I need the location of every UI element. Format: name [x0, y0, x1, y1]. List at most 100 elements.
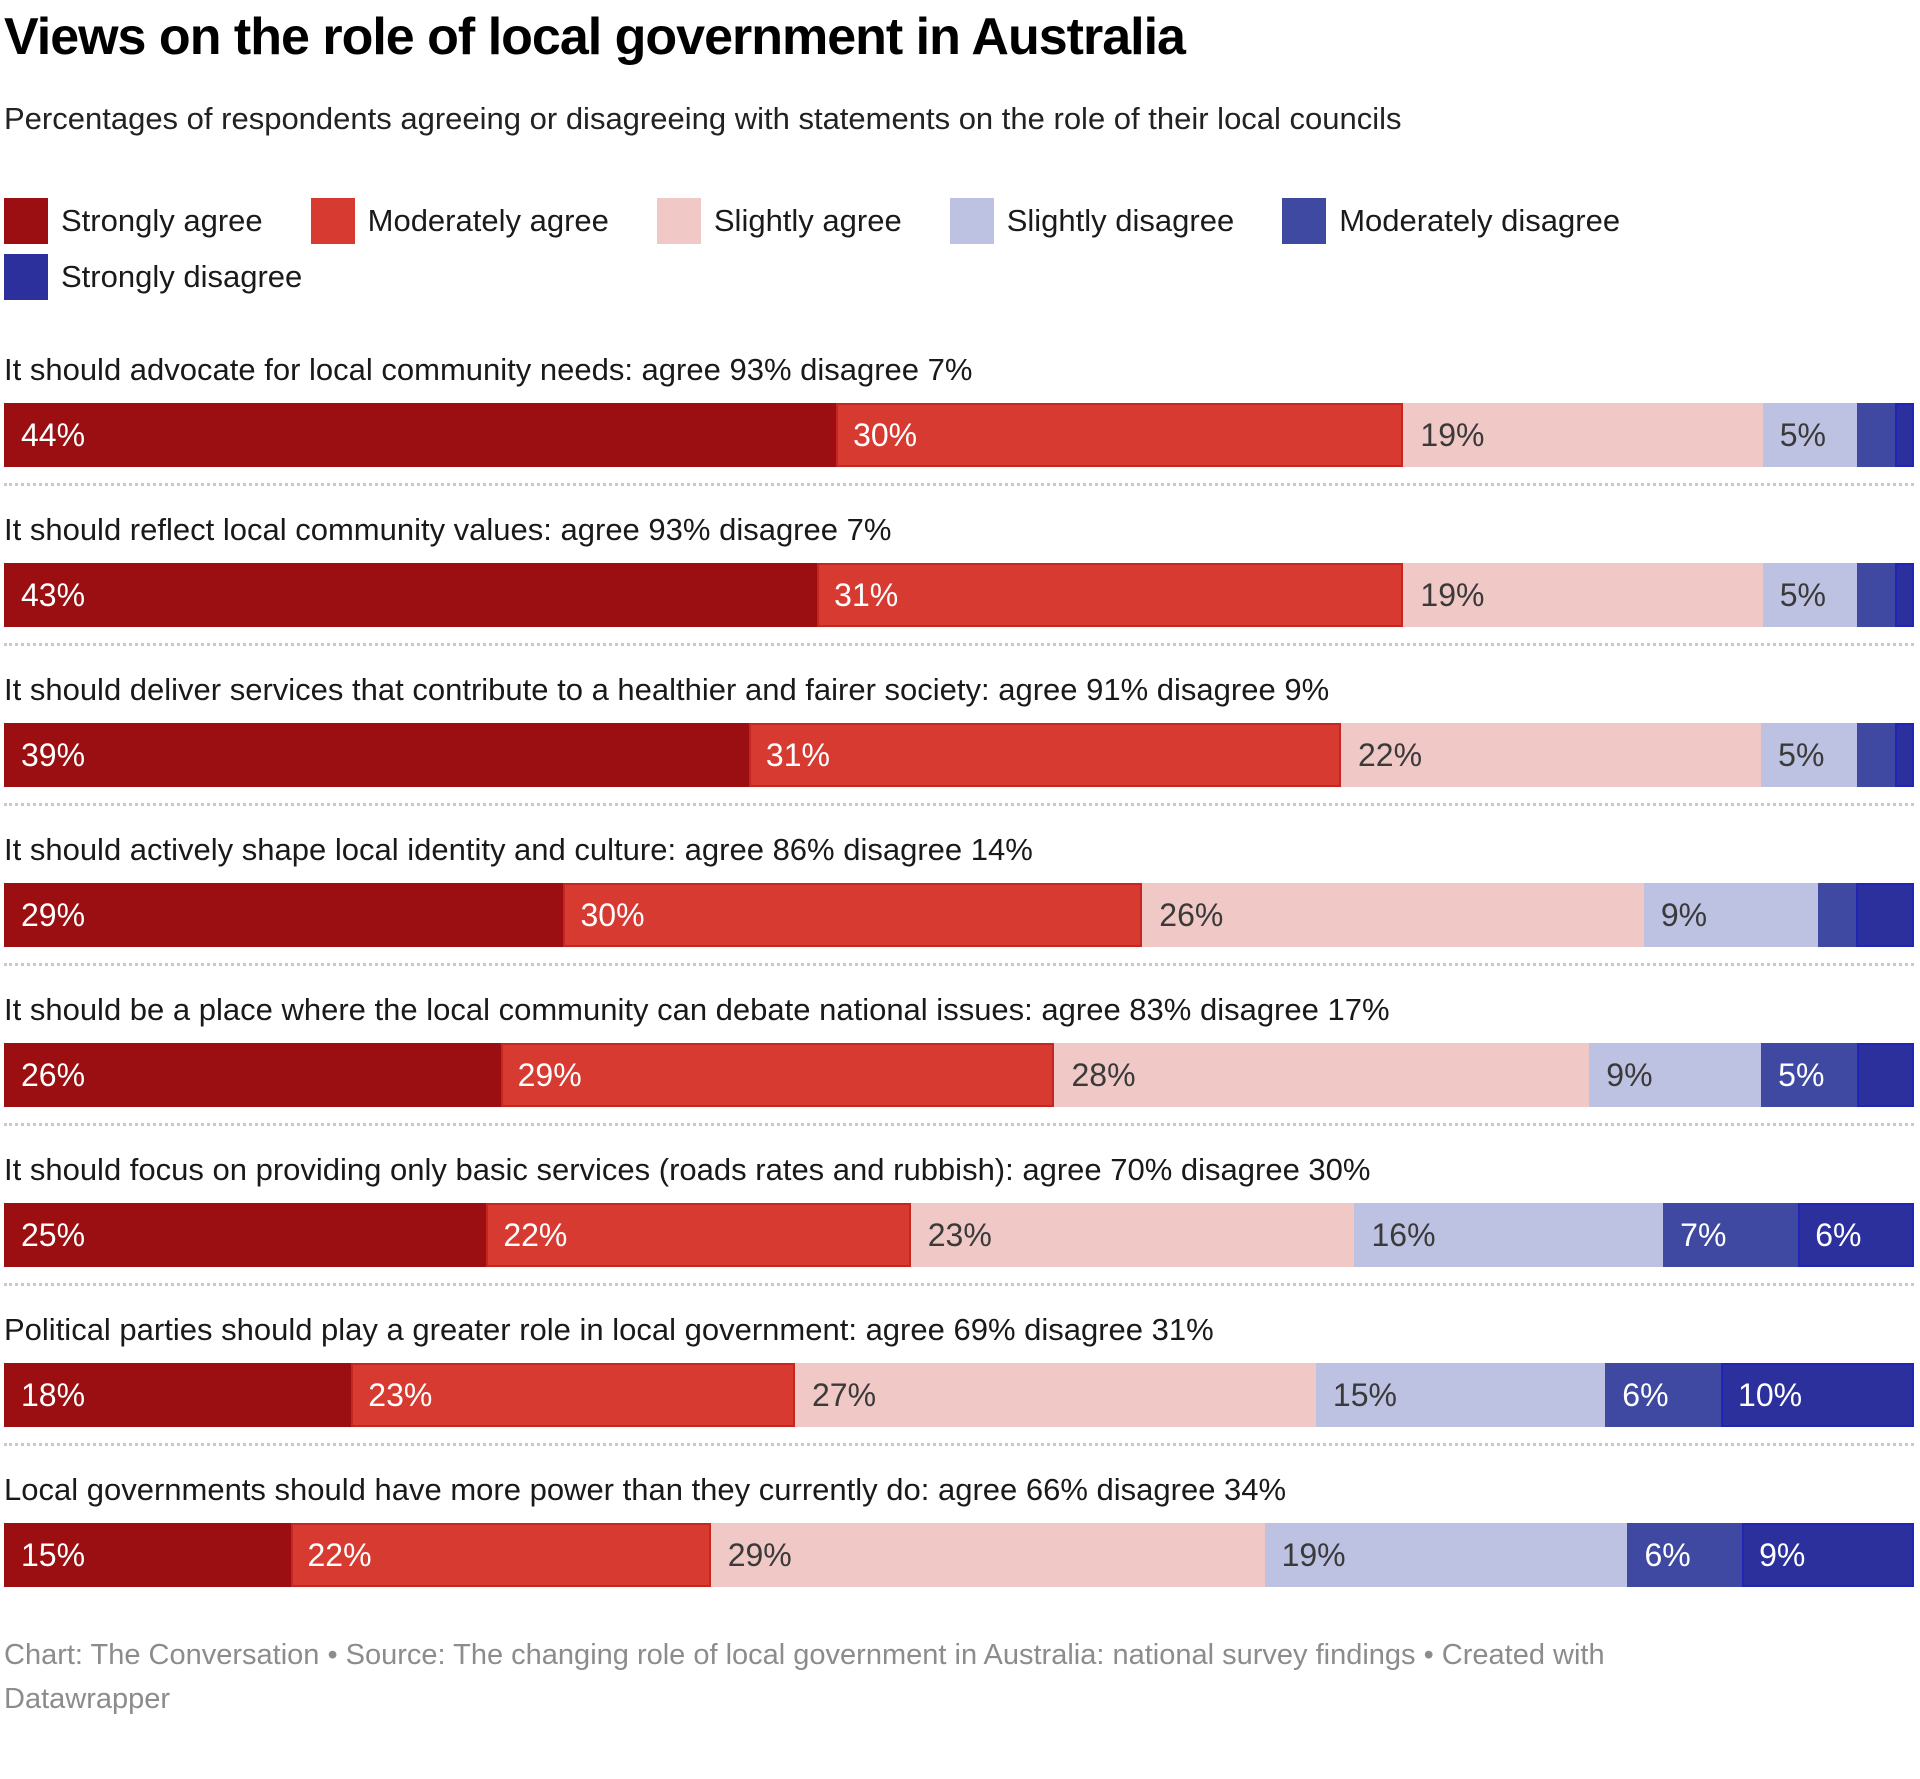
legend-swatch [310, 198, 355, 244]
rows: It should advocate for local community n… [4, 350, 1914, 1587]
bar-segment-moderately-disagree[interactable]: 5% [1761, 1043, 1857, 1107]
statement-row: It should deliver services that contribu… [4, 670, 1914, 806]
bar-segment-moderately-agree[interactable]: 23% [351, 1363, 795, 1427]
segment-value-label: 16% [1371, 1216, 1436, 1253]
segment-value-label: 22% [503, 1216, 568, 1253]
bar-segment-slightly-disagree[interactable]: 19% [1264, 1523, 1628, 1587]
bar-segment-moderately-disagree[interactable]: 7% [1663, 1203, 1799, 1267]
segment-value-label: 22% [307, 1536, 372, 1573]
bar-segment-moderately-agree[interactable]: 22% [486, 1203, 911, 1267]
segment-value-label: 10% [1738, 1376, 1803, 1413]
bar-segment-slightly-agree[interactable]: 29% [710, 1523, 1265, 1587]
bar-segment-strongly-disagree[interactable]: 9% [1742, 1523, 1914, 1587]
bar-segment-strongly-agree[interactable]: 26% [4, 1043, 501, 1107]
legend-label: Moderately disagree [1339, 203, 1621, 238]
bar-segment-moderately-agree[interactable]: 30% [836, 403, 1404, 467]
chart: Views on the role of local government in… [4, 0, 1914, 1721]
bar-segment-strongly-agree[interactable]: 43% [4, 563, 818, 627]
segment-value-label: 39% [21, 736, 86, 773]
segment-value-label: 5% [1778, 1056, 1825, 1093]
segment-value-label: 5% [1779, 416, 1826, 453]
segment-value-label: 6% [1622, 1376, 1669, 1413]
bar-segment-moderately-agree[interactable]: 31% [748, 723, 1341, 787]
bar-segment-slightly-agree[interactable]: 19% [1403, 403, 1763, 467]
segment-value-label: 6% [1815, 1216, 1862, 1253]
bar-segment-slightly-disagree[interactable]: 9% [1589, 1043, 1762, 1107]
bar-segment-strongly-disagree[interactable] [1856, 883, 1914, 947]
bar-segment-slightly-disagree[interactable]: 5% [1761, 723, 1857, 787]
stacked-bar: 18% 23% 27% 15% 6% 10% [4, 1363, 1914, 1427]
bar-segment-strongly-disagree[interactable] [1856, 1043, 1914, 1107]
segment-value-label: 28% [1071, 1056, 1136, 1093]
statement-label: Local governments should have more power… [4, 1472, 1287, 1507]
legend-label: Strongly agree [61, 203, 263, 238]
bar-segment-slightly-disagree[interactable]: 5% [1762, 403, 1858, 467]
bar-segment-moderately-agree[interactable]: 30% [563, 883, 1143, 947]
segment-value-label: 26% [21, 1056, 86, 1093]
bar-segment-strongly-disagree[interactable]: 10% [1721, 1363, 1914, 1427]
bar-segment-moderately-agree[interactable]: 31% [817, 563, 1404, 627]
bar-segment-strongly-disagree[interactable] [1895, 563, 1914, 627]
bar-segment-moderately-disagree[interactable] [1817, 883, 1857, 947]
statement-row: It should reflect local community values… [4, 510, 1914, 646]
stacked-bar: 44% 30% 19% 5% [4, 403, 1914, 467]
segment-value-label: 30% [853, 416, 918, 453]
stacked-bar: 15% 22% 29% 19% 6% 9% [4, 1523, 1914, 1587]
statement-label: Political parties should play a greater … [4, 1312, 1214, 1347]
legend: Strongly agree Moderately agree Slightly a… [4, 198, 1914, 300]
segment-value-label: 15% [1332, 1376, 1397, 1413]
bar-segment-strongly-agree[interactable]: 39% [4, 723, 749, 787]
segment-value-label: 9% [1606, 1056, 1653, 1093]
segment-value-label: 18% [21, 1376, 86, 1413]
bar-segment-moderately-disagree[interactable]: 6% [1605, 1363, 1722, 1427]
bar-segment-moderately-disagree[interactable] [1857, 403, 1896, 467]
segment-value-label: 29% [21, 896, 86, 933]
bar-segment-slightly-agree[interactable]: 19% [1403, 563, 1763, 627]
statement-label: It should actively shape local identity … [4, 832, 1033, 867]
bar-segment-slightly-agree[interactable]: 26% [1142, 883, 1644, 947]
bar-segment-slightly-disagree[interactable]: 15% [1315, 1363, 1606, 1427]
segment-value-label: 7% [1680, 1216, 1727, 1253]
bar-segment-moderately-agree[interactable]: 22% [290, 1523, 711, 1587]
segment-value-label: 27% [812, 1376, 877, 1413]
statement-row: Local governments should have more power… [4, 1470, 1914, 1587]
statement-row: It should advocate for local community n… [4, 350, 1914, 486]
segment-value-label: 25% [21, 1216, 86, 1253]
page-subtitle: Percentages of respondents agreeing or d… [4, 101, 1402, 136]
legend-item: Strongly disagree [4, 254, 302, 300]
bar-segment-moderately-disagree[interactable] [1856, 723, 1895, 787]
segment-value-label: 5% [1778, 736, 1825, 773]
bar-segment-strongly-agree[interactable]: 18% [4, 1363, 352, 1427]
bar-segment-slightly-disagree[interactable]: 5% [1762, 563, 1858, 627]
bar-segment-strongly-agree[interactable]: 25% [4, 1203, 487, 1267]
segment-value-label: 29% [517, 1056, 582, 1093]
bar-segment-moderately-disagree[interactable] [1857, 563, 1896, 627]
bar-segment-moderately-agree[interactable]: 29% [500, 1043, 1055, 1107]
bar-segment-strongly-disagree[interactable] [1894, 723, 1914, 787]
statement-row: It should actively shape local identity … [4, 830, 1914, 966]
bar-segment-strongly-disagree[interactable]: 6% [1798, 1203, 1914, 1267]
chart-footer: Chart: The Conversation • Source: The ch… [4, 1639, 1605, 1715]
page-title: Views on the role of local government in… [4, 8, 1186, 66]
bar-segment-slightly-disagree[interactable]: 9% [1643, 883, 1818, 947]
bar-segment-strongly-agree[interactable]: 15% [4, 1523, 291, 1587]
bar-segment-slightly-agree[interactable]: 27% [795, 1363, 1316, 1427]
bar-segment-strongly-agree[interactable]: 29% [4, 883, 564, 947]
legend-swatch [4, 254, 48, 300]
segment-value-label: 31% [765, 736, 830, 773]
segment-value-label: 19% [1420, 576, 1485, 613]
bar-segment-strongly-agree[interactable]: 44% [4, 403, 837, 467]
bar-segment-slightly-agree[interactable]: 23% [910, 1203, 1355, 1267]
bar-segment-slightly-agree[interactable]: 22% [1340, 723, 1762, 787]
segment-value-label: 30% [580, 896, 645, 933]
legend-label: Slightly agree [713, 203, 902, 238]
stacked-bar: 25% 22% 23% 16% 7% 6% [4, 1203, 1914, 1267]
statement-row: Political parties should play a greater … [4, 1310, 1914, 1446]
bar-segment-slightly-agree[interactable]: 28% [1054, 1043, 1590, 1107]
legend-item: Slightly agree [656, 198, 902, 244]
bar-segment-slightly-disagree[interactable]: 16% [1354, 1203, 1664, 1267]
bar-segment-moderately-disagree[interactable]: 6% [1627, 1523, 1743, 1587]
legend-item: Moderately disagree [1282, 198, 1620, 244]
bar-segment-strongly-disagree[interactable] [1895, 403, 1914, 467]
statement-row: It should be a place where the local com… [4, 990, 1914, 1126]
